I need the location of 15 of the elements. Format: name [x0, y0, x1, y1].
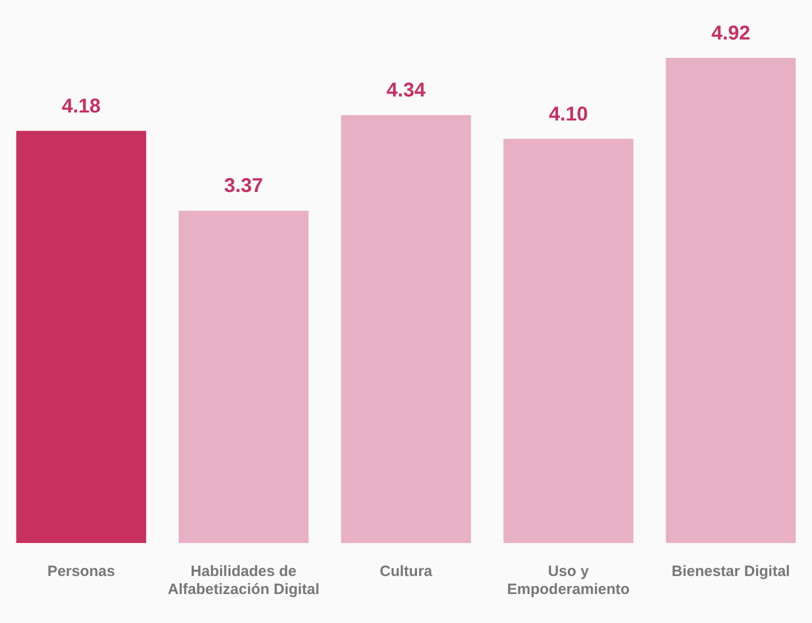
data-label: 4.92	[711, 22, 750, 44]
data-label: 4.18	[62, 95, 101, 118]
bar	[341, 115, 471, 543]
bar	[16, 130, 146, 543]
data-label: 4.10	[548, 103, 588, 126]
bar	[503, 138, 634, 543]
bar	[666, 58, 796, 543]
x-tick-label: Cultura	[380, 563, 433, 580]
x-tick-label: Habilidades de Alfabetización Digital	[168, 563, 320, 598]
x-tick-label: Personas	[47, 563, 115, 580]
x-tick-label: Uso y Empoderamiento	[507, 563, 630, 598]
data-label: 4.34	[386, 80, 426, 102]
bar	[178, 210, 309, 543]
x-tick-label: Bienestar Digital	[672, 563, 790, 580]
data-label: 3.37	[224, 175, 264, 198]
